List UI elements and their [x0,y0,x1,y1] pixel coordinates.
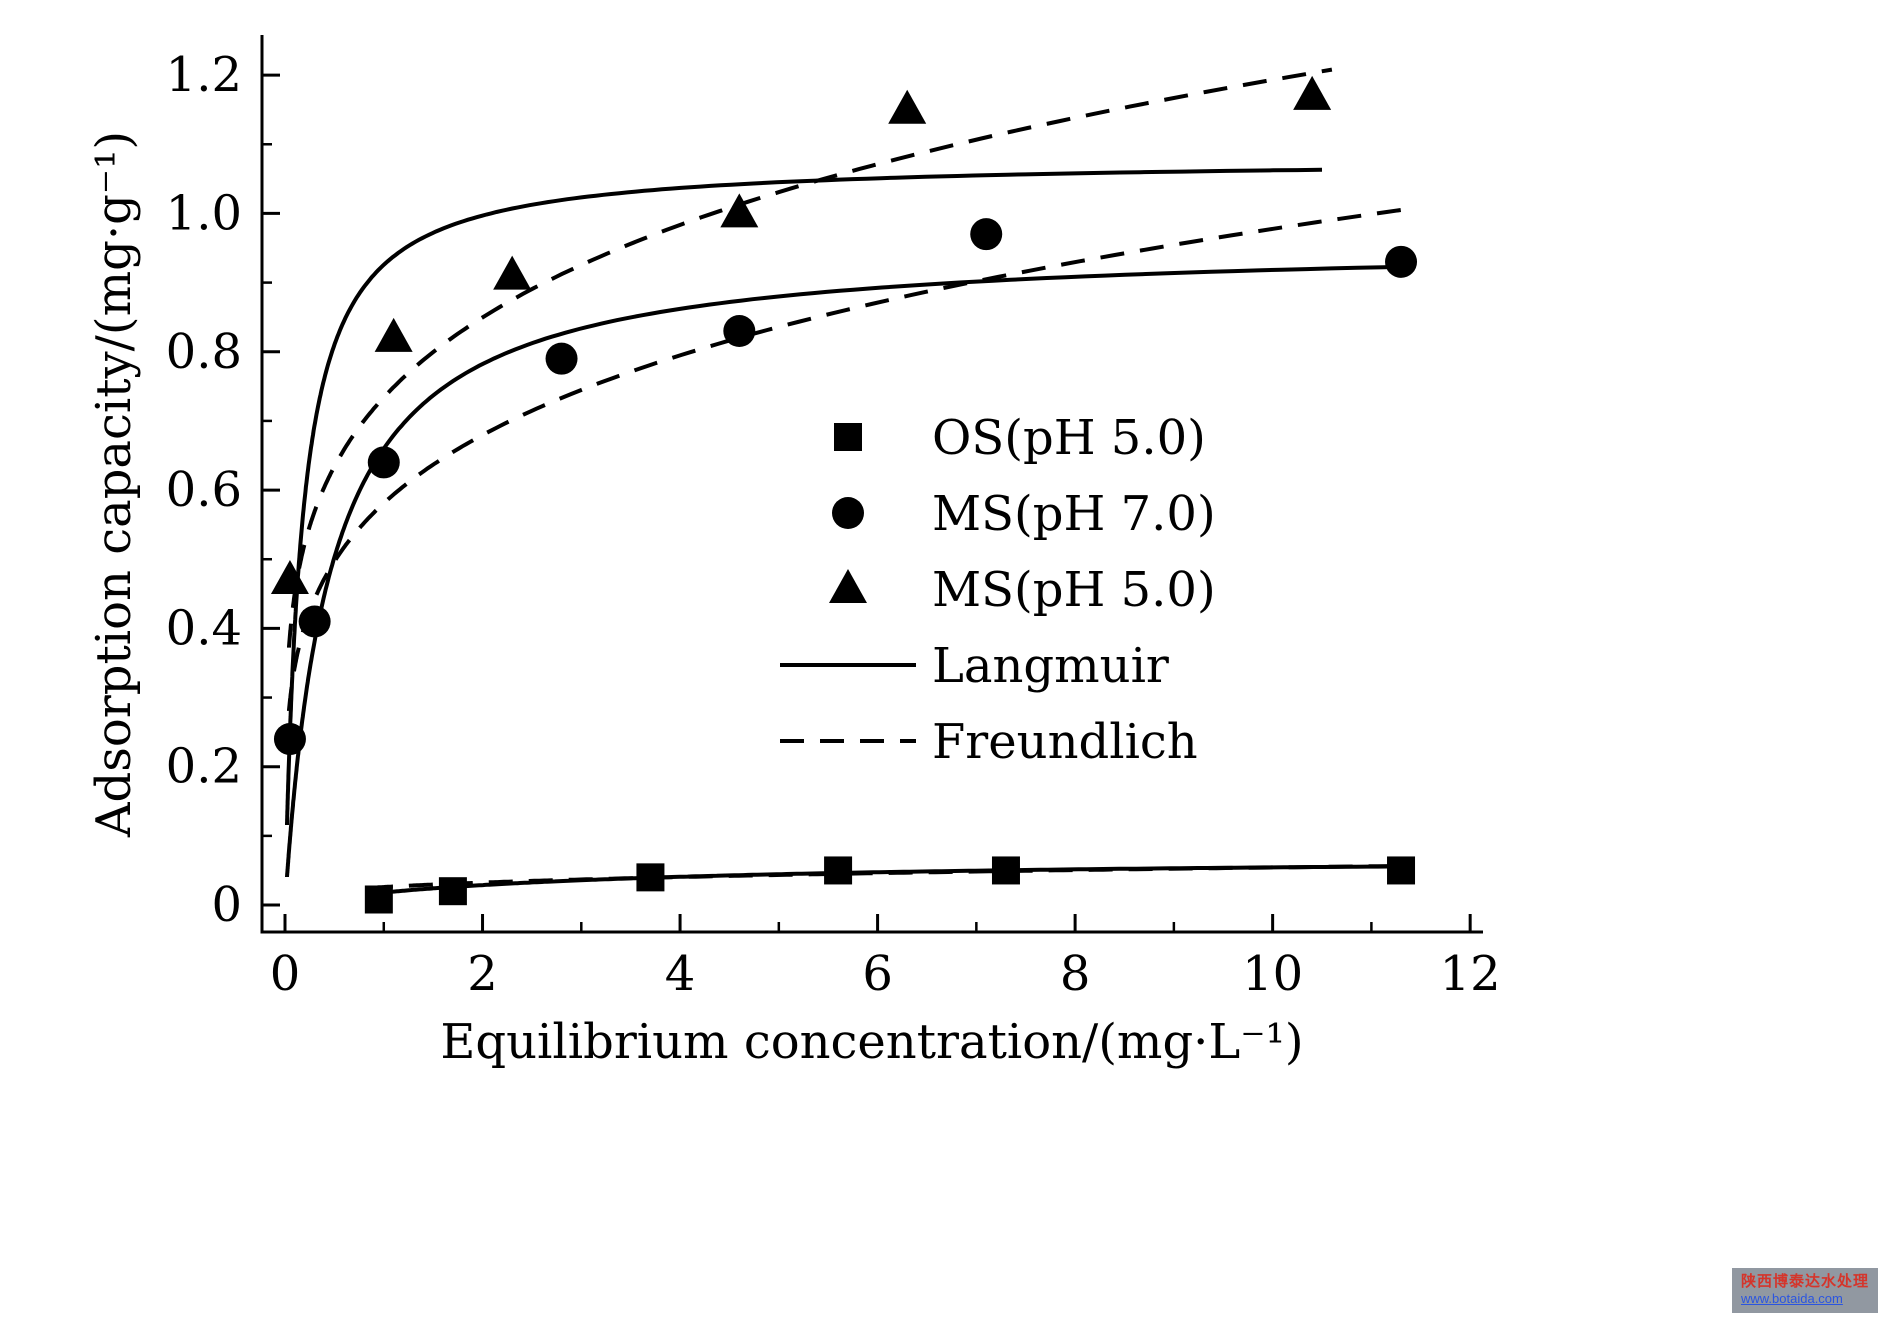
y-tick-label: 1.0 [166,185,242,241]
y-tick-label: 1.2 [166,47,242,103]
y-tick-label: 0.2 [166,739,242,795]
legend-label: Freundlich [932,714,1198,770]
axis-labels: Equilibrium concentration/(mg·L⁻¹) Adsor… [86,131,1304,1070]
data-point-ms-ph-7-0- [723,315,756,348]
data-point-ms-ph-7-0- [367,446,400,479]
x-tick-label: 0 [270,946,301,1002]
data-point-ms-ph-5-0- [493,255,532,290]
data-point-ms-ph-5-0- [374,317,413,352]
y-tick-label: 0 [211,877,242,933]
x-tick-label: 8 [1060,946,1091,1002]
data-point-os-ph-5-0- [991,856,1020,885]
x-tick-label: 6 [862,946,893,1002]
x-tick-label: 4 [665,946,696,1002]
watermark-company-name: 陕西博泰达水处理 [1740,1272,1869,1290]
x-tick-label: 12 [1440,946,1501,1002]
data-point-ms-ph-7-0- [273,723,306,756]
y-tick-label: 0.6 [166,462,242,518]
legend-label: MS(pH 7.0) [932,486,1216,542]
legend-label: Langmuir [932,638,1169,694]
data-point-ms-ph-5-0- [1293,75,1332,110]
data-point-os-ph-5-0- [364,885,393,914]
data-point-ms-ph-7-0- [298,605,331,638]
y-axis-label: Adsorption capacity/(mg·g⁻¹) [86,131,142,838]
axes-layer: 0 2 4 6 8 10 12 0 0.2 0.4 0.6 0.8 1.0 1.2 [166,35,1501,1002]
y-tick-label: 0.4 [166,600,242,656]
data-point-os-ph-5-0- [1387,856,1416,885]
legend-label: MS(pH 5.0) [932,562,1216,618]
legend-label: OS(pH 5.0) [932,410,1206,466]
watermark: 陕西博泰达水处理 www.botaida.com [1731,1267,1878,1313]
legend-marker-triangle [829,569,867,603]
y-tick-label: 0.8 [166,324,242,380]
x-tick-label: 2 [467,946,498,1002]
fit-curve-langmuir-ms-ph-7-0- [285,264,1411,877]
points-layer [270,75,1418,914]
data-point-ms-ph-5-0- [270,559,309,594]
x-axis-label: Equilibrium concentration/(mg·L⁻¹) [440,1014,1303,1070]
data-point-ms-ph-7-0- [970,218,1003,251]
fit-curve-langmuir-os-ph-5-0- [368,864,1411,896]
fit-curve-freundlich-ms-ph-5-0- [287,67,1333,648]
x-tick-label: 10 [1242,946,1303,1002]
fit-curve-freundlich-ms-ph-7-0- [287,206,1412,711]
data-point-ms-ph-5-0- [720,193,759,228]
curves-layer [285,67,1412,896]
data-point-ms-ph-5-0- [888,89,927,124]
data-point-os-ph-5-0- [438,877,467,906]
legend-marker-square [834,423,862,451]
data-point-os-ph-5-0- [824,856,853,885]
data-point-os-ph-5-0- [636,863,665,892]
watermark-url: www.botaida.com [1740,1291,1843,1307]
legend: OS(pH 5.0) MS(pH 7.0) MS(pH 5.0) Langmuir Fr… [780,410,1216,770]
data-point-ms-ph-7-0- [1385,245,1418,278]
fit-curve-langmuir-ms-ph-5-0- [285,167,1323,825]
data-point-ms-ph-7-0- [545,342,578,375]
legend-marker-circle [832,497,864,529]
